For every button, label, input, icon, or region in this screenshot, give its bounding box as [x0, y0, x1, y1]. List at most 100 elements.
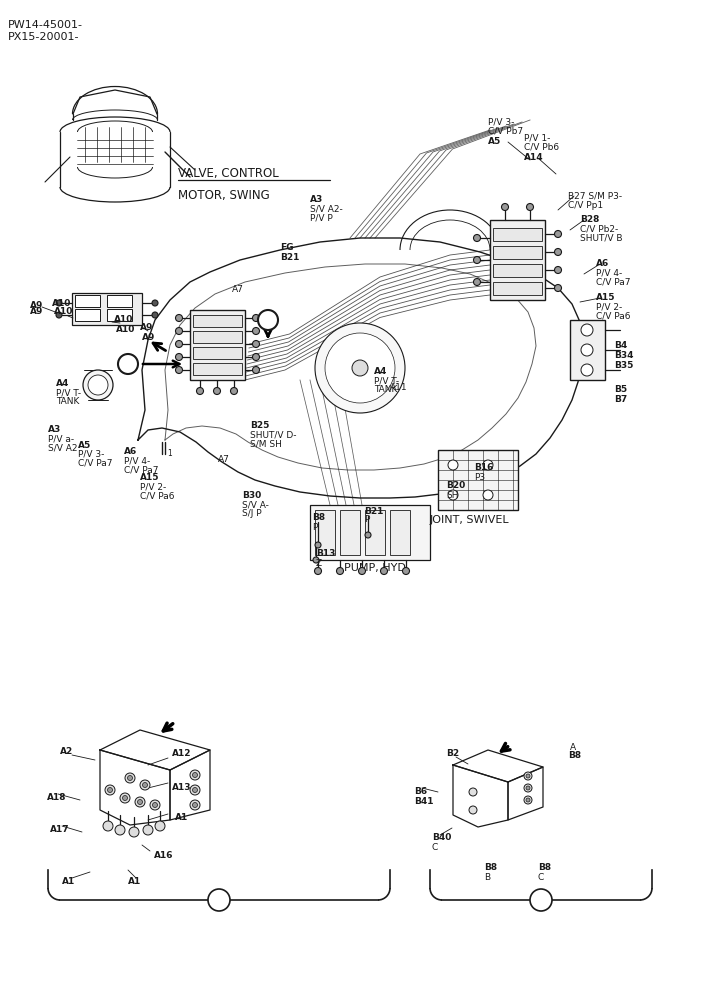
Bar	[75, 295, 100, 307]
Text: A11: A11	[390, 383, 408, 392]
Text: P/V a-: P/V a-	[48, 434, 74, 444]
Circle shape	[230, 387, 237, 394]
Text: A2: A2	[60, 748, 73, 756]
Circle shape	[253, 328, 260, 334]
Circle shape	[175, 314, 182, 322]
Text: A17: A17	[50, 826, 70, 834]
Circle shape	[555, 248, 562, 255]
Circle shape	[190, 770, 200, 780]
Circle shape	[358, 568, 365, 574]
Text: P/V 4-: P/V 4-	[596, 268, 622, 277]
Circle shape	[581, 364, 593, 376]
Text: FG: FG	[280, 243, 294, 252]
Text: B4: B4	[614, 342, 627, 351]
Text: S/V A2: S/V A2	[48, 444, 77, 452]
Circle shape	[483, 490, 493, 500]
Bar	[493, 228, 542, 241]
Circle shape	[196, 387, 203, 394]
Text: S/V A2-: S/V A2-	[310, 205, 343, 214]
Text: P/V 2-: P/V 2-	[596, 302, 622, 312]
Text: C/V Pa7: C/V Pa7	[78, 458, 113, 468]
Circle shape	[190, 785, 200, 795]
Bar	[340, 510, 360, 555]
Circle shape	[120, 793, 130, 803]
Text: A6: A6	[124, 448, 137, 456]
Bar	[107, 295, 132, 307]
Circle shape	[555, 231, 562, 237]
Text: C/V Pa6: C/V Pa6	[140, 491, 175, 500]
Text: PX15-20001-: PX15-20001-	[8, 32, 80, 42]
Bar	[72, 293, 142, 325]
Circle shape	[337, 568, 344, 574]
Circle shape	[192, 802, 198, 808]
Text: A10: A10	[52, 298, 71, 308]
Text: A9: A9	[30, 308, 44, 316]
Text: B21: B21	[364, 506, 384, 516]
Bar	[438, 450, 518, 510]
Bar	[190, 310, 245, 380]
Circle shape	[325, 333, 395, 403]
Text: A: A	[124, 359, 132, 369]
Circle shape	[105, 785, 115, 795]
Text: B5: B5	[614, 385, 627, 394]
Bar	[315, 510, 335, 555]
Text: C/V Pa7: C/V Pa7	[596, 277, 631, 286]
Text: C/V Pb7: C/V Pb7	[488, 126, 523, 135]
Circle shape	[56, 312, 62, 318]
Circle shape	[190, 800, 200, 810]
Circle shape	[140, 780, 150, 790]
Circle shape	[555, 284, 562, 292]
Bar	[193, 315, 242, 327]
Text: A10: A10	[114, 316, 133, 324]
Circle shape	[258, 310, 278, 330]
Bar	[310, 505, 430, 560]
Text: B8: B8	[538, 863, 551, 872]
Text: TANK: TANK	[56, 397, 80, 406]
Text: VALVE, CONTROL: VALVE, CONTROL	[178, 167, 279, 180]
Bar	[365, 510, 385, 555]
Bar	[107, 309, 132, 321]
Text: A: A	[214, 894, 224, 906]
Text: B8: B8	[484, 863, 497, 872]
Text: Z: Z	[316, 558, 322, 568]
Circle shape	[88, 375, 108, 395]
Text: A8: A8	[212, 328, 224, 336]
Text: 1: 1	[167, 450, 172, 458]
Text: C/V Pp1: C/V Pp1	[568, 200, 603, 210]
Circle shape	[581, 344, 593, 356]
Circle shape	[474, 234, 481, 241]
Text: B20: B20	[446, 482, 465, 490]
Text: A5: A5	[78, 440, 92, 450]
Circle shape	[122, 796, 127, 800]
Circle shape	[527, 204, 534, 211]
Bar	[570, 320, 605, 380]
Bar	[490, 220, 545, 300]
Circle shape	[501, 204, 508, 211]
Text: C/V Pa6: C/V Pa6	[596, 312, 631, 320]
Circle shape	[313, 557, 319, 563]
Circle shape	[474, 256, 481, 263]
Circle shape	[129, 827, 139, 837]
Text: A9: A9	[142, 334, 156, 342]
Text: P/V 3-: P/V 3-	[78, 450, 104, 458]
Circle shape	[208, 889, 230, 911]
Text: A9: A9	[30, 300, 44, 310]
Text: P/V T-: P/V T-	[56, 388, 81, 397]
Circle shape	[152, 312, 158, 318]
Circle shape	[127, 776, 132, 780]
Circle shape	[469, 788, 477, 796]
Circle shape	[175, 366, 182, 373]
Bar	[193, 331, 242, 343]
Circle shape	[142, 782, 148, 788]
Text: A5: A5	[488, 137, 501, 146]
Text: B2: B2	[446, 748, 459, 758]
Text: P/V 1-: P/V 1-	[524, 133, 551, 142]
Circle shape	[213, 387, 220, 394]
Circle shape	[365, 532, 371, 538]
Text: A16: A16	[154, 850, 173, 859]
Text: JOINT, SWIVEL: JOINT, SWIVEL	[430, 515, 510, 525]
Circle shape	[469, 806, 477, 814]
Bar	[193, 363, 242, 375]
Circle shape	[175, 340, 182, 348]
Bar	[75, 309, 100, 321]
